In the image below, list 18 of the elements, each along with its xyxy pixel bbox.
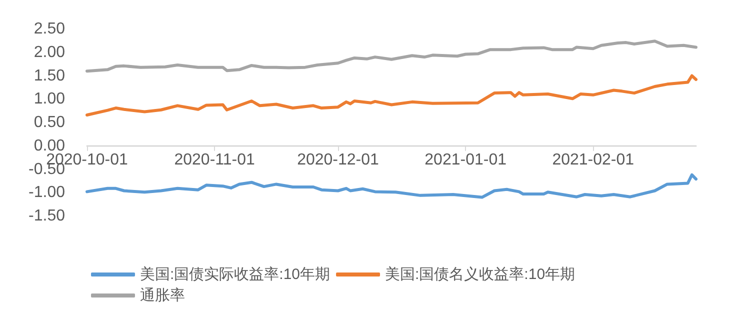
y-tick-label: 1.00	[34, 90, 66, 108]
y-tick-label: -1.00	[28, 184, 66, 202]
y-tick-label: 2.00	[34, 44, 66, 61]
x-tick-label: 2021-02-01	[552, 151, 634, 168]
legend-label: 美国:国债实际收益率:10年期	[140, 266, 330, 283]
legend-label: 通胀率	[140, 287, 185, 304]
y-tick-label: 0.00	[34, 137, 66, 154]
x-tick-label: 2021-01-01	[424, 151, 507, 168]
x-tick-label: 2020-11-01	[174, 151, 255, 168]
y-tick-label: 2.50	[34, 20, 66, 38]
x-tick-label: 2020-12-01	[297, 151, 380, 168]
line-series	[86, 40, 698, 73]
line-series	[86, 173, 698, 199]
legend-label: 美国:国债名义收益率:10年期	[385, 266, 576, 283]
y-tick-label: -1.50	[28, 208, 66, 224]
y-tick-label: 1.50	[34, 67, 66, 84]
y-tick-label: 0.50	[34, 114, 66, 131]
line-series	[86, 74, 698, 117]
